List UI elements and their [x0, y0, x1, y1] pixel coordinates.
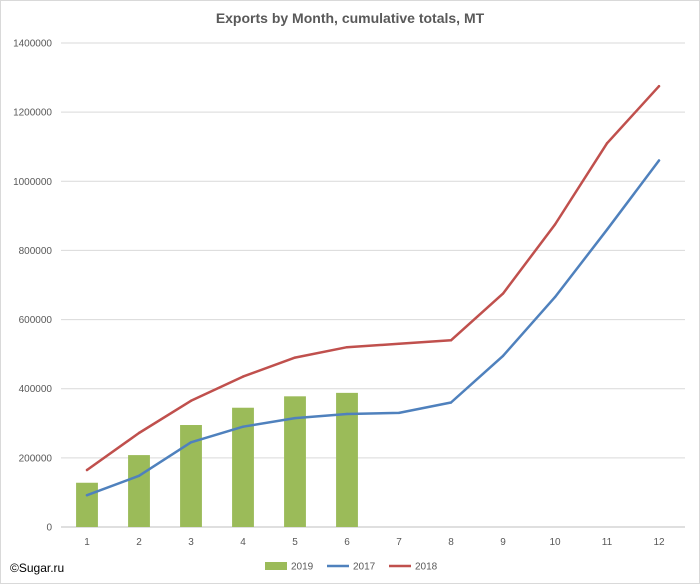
point-2017-7: [397, 411, 401, 415]
y-tick-label: 600000: [19, 315, 53, 326]
x-tick-label: 12: [653, 537, 665, 548]
y-tick-label: 0: [46, 523, 52, 534]
legend-item-2019: 2019: [265, 562, 314, 573]
bar-2019-5: [284, 396, 306, 527]
grid-lines: [61, 42, 685, 528]
bar-2019-4: [232, 407, 254, 527]
bar-2019-6: [336, 392, 358, 527]
legend: 2019 2017 2018: [265, 562, 438, 573]
point-2018-9: [501, 292, 505, 295]
legend-item-2018: 2018: [389, 562, 438, 573]
point-2018-2: [137, 431, 141, 435]
copyright-text: ©Sugar.ru: [10, 561, 65, 575]
y-tick-label: 1200000: [13, 108, 52, 119]
x-tick-label: 1: [84, 537, 90, 548]
y-tick-label: 1000000: [13, 177, 52, 188]
point-2017-11: [605, 228, 609, 231]
point-2018-8: [449, 339, 453, 342]
x-tick-label: 2: [136, 537, 142, 548]
point-2017-9: [501, 354, 505, 358]
x-tick-label: 6: [344, 537, 350, 548]
point-2017-2: [137, 474, 141, 478]
point-2017-3: [189, 441, 193, 444]
point-2017-4: [241, 425, 245, 428]
legend-item-2017: 2017: [327, 562, 376, 573]
point-2018-11: [605, 142, 609, 145]
legend-swatch: [265, 562, 287, 570]
y-axis-ticks: 0 200000 400000 600000 800000 1000000 1200000 1…: [13, 39, 52, 534]
x-tick-label: 8: [448, 537, 454, 548]
legend-label: 2019: [291, 562, 314, 573]
point-2017-1: [85, 493, 89, 497]
line-series: [85, 84, 661, 497]
y-tick-label: 1400000: [13, 39, 52, 50]
point-2017-5: [293, 416, 297, 420]
bar-2019-2: [128, 455, 150, 527]
y-tick-label: 200000: [19, 453, 53, 464]
point-2017-10: [553, 295, 557, 299]
legend-label: 2018: [415, 562, 438, 573]
x-tick-label: 3: [188, 537, 194, 548]
x-tick-label: 7: [396, 537, 402, 548]
bar-2019-3: [180, 425, 202, 527]
x-tick-label: 5: [292, 537, 298, 548]
point-2017-12: [657, 159, 661, 162]
x-tick-label: 11: [602, 537, 613, 548]
bar-series: [76, 392, 358, 527]
y-tick-label: 400000: [19, 384, 53, 395]
point-2017-6: [345, 412, 349, 416]
bar-2019-1: [76, 482, 98, 527]
point-2018-3: [189, 399, 193, 403]
point-2018-4: [241, 375, 245, 378]
y-tick-label: 800000: [19, 246, 53, 257]
legend-label: 2017: [353, 562, 376, 573]
x-tick-label: 10: [549, 537, 561, 548]
point-2018-12: [657, 85, 661, 88]
x-axis-ticks: 1 2 3 4 5 6 7 8 9 10 11 12: [84, 537, 665, 548]
point-2017-8: [449, 401, 453, 404]
x-tick-label: 4: [240, 537, 246, 548]
point-2018-7: [397, 342, 401, 345]
line-2018: [85, 84, 661, 472]
point-2018-1: [85, 468, 89, 472]
line-2017: [85, 159, 661, 497]
x-tick-label: 9: [500, 537, 506, 548]
point-2018-5: [293, 356, 297, 359]
point-2018-10: [553, 223, 557, 226]
chart-title: Exports by Month, cumulative totals, MT: [215, 10, 485, 26]
point-2018-6: [345, 346, 349, 349]
